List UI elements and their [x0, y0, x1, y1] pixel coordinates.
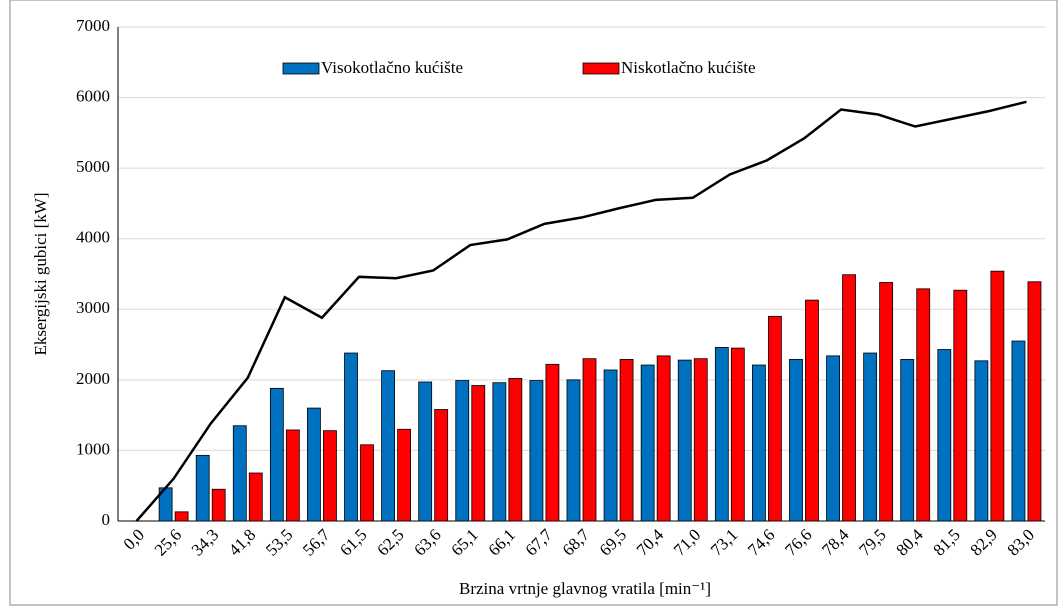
bar: [269, 387, 284, 522]
bar: [566, 379, 581, 522]
x-tick-label: 25,6: [151, 525, 185, 559]
bar: [582, 358, 597, 522]
bar: [529, 380, 544, 522]
x-tick-label: 83,0: [1004, 525, 1038, 559]
bar: [900, 358, 915, 522]
bar: [730, 347, 745, 522]
bar: [937, 349, 952, 522]
bar: [640, 364, 655, 522]
x-axis-title: Brzina vrtnje glavnog vratila [min⁻¹]: [459, 579, 711, 598]
y-tick-label: 6000: [76, 86, 110, 105]
x-tick-label: 65,1: [447, 525, 481, 559]
y-tick-label: 4000: [76, 228, 110, 247]
bar: [879, 282, 894, 522]
bar: [418, 381, 433, 522]
y-axis-title: Eksergijski gubici [kW]: [31, 192, 50, 355]
bar: [211, 488, 226, 522]
legend-label: Visokotlačno kućište: [321, 58, 463, 77]
bar: [974, 360, 989, 522]
x-tick-label: 67,7: [522, 525, 557, 560]
y-tick-label: 0: [102, 510, 111, 529]
bar: [805, 299, 819, 522]
legend-label: Niskotlačno kućište: [621, 58, 756, 77]
bar: [714, 346, 729, 522]
bar: [619, 358, 634, 522]
bar: [768, 315, 782, 522]
bar: [174, 511, 189, 522]
bar: [344, 352, 358, 522]
x-tick-label: 53,5: [262, 525, 296, 559]
line: [135, 100, 1027, 522]
x-tick-label: 41,8: [225, 525, 259, 559]
x-tick-label: 61,5: [336, 525, 370, 559]
x-tick-label: 34,3: [188, 525, 222, 559]
bar: [545, 363, 560, 522]
bar: [434, 409, 449, 522]
bar: [1011, 340, 1026, 522]
bar: [360, 444, 374, 522]
bar: [492, 382, 507, 522]
x-tick-label: 76,6: [781, 525, 815, 559]
bar: [381, 370, 396, 522]
bar: [863, 352, 878, 522]
y-tick-label: 1000: [76, 439, 110, 458]
x-tick-label: 70,4: [633, 525, 668, 560]
bar: [752, 364, 766, 522]
x-tick-label: 82,9: [966, 525, 1000, 559]
x-tick-label: 71,0: [670, 525, 704, 559]
x-tick-label: 81,5: [929, 525, 963, 559]
x-tick-label: 66,1: [484, 525, 518, 559]
y-tick-label: 7000: [76, 16, 110, 35]
y-tick-label: 3000: [76, 298, 110, 317]
bar: [508, 378, 523, 522]
x-tick-label: 68,7: [559, 525, 594, 560]
x-tick-label: 78,4: [818, 525, 853, 560]
bar: [677, 359, 692, 522]
bar: [285, 429, 300, 522]
bar: [916, 288, 931, 522]
bar: [307, 407, 321, 522]
y-tick-label: 5000: [76, 157, 110, 176]
x-tick-label: 0,0: [120, 525, 148, 553]
x-tick-label: 80,4: [892, 525, 927, 560]
x-tick-label: 73,1: [707, 525, 741, 559]
x-tick-label: 56,7: [299, 525, 334, 560]
bar: [455, 380, 470, 522]
bar: [789, 358, 803, 522]
bar: [656, 355, 671, 522]
bar: [248, 472, 263, 522]
x-tick-label: 63,6: [410, 525, 444, 559]
bar: [953, 289, 968, 522]
bar: [842, 274, 856, 522]
bar: [1027, 281, 1042, 522]
x-tick-label: 74,6: [744, 525, 778, 559]
bar: [195, 454, 210, 522]
legend-swatch: [282, 62, 320, 75]
bar: [603, 369, 618, 522]
x-tick-label: 62,5: [373, 525, 407, 559]
bar: [693, 358, 708, 522]
bar: [397, 428, 412, 522]
bar: [826, 355, 840, 522]
bar: [471, 385, 486, 522]
legend-swatch: [582, 62, 620, 75]
y-tick-label: 2000: [76, 369, 110, 388]
bar: [323, 430, 337, 522]
bar: [990, 270, 1005, 522]
x-tick-label: 79,5: [855, 525, 889, 559]
bar: [232, 425, 247, 522]
chart-frame: [9, 0, 1058, 606]
x-tick-label: 69,5: [596, 525, 630, 559]
